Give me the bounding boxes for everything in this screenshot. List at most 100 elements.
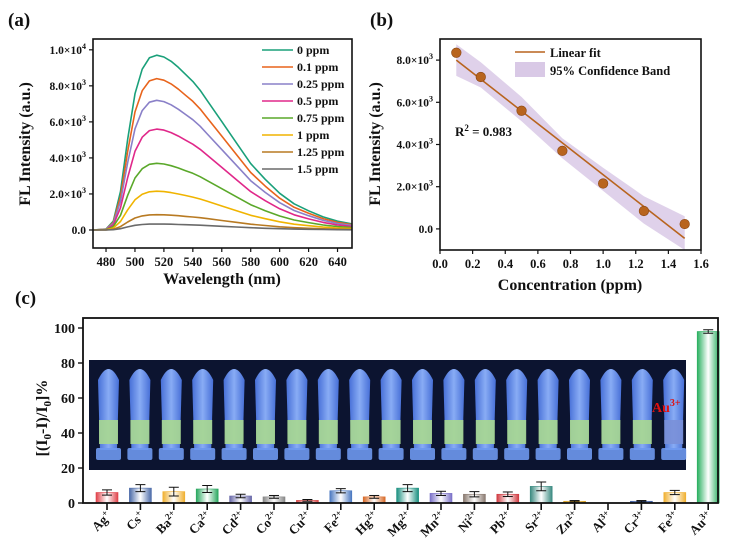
panel-c-frame [82,317,719,504]
x-tick-label-11: Ni2+ [454,508,481,535]
vial-solution [256,420,275,444]
x-tick-label: 1.4 [661,257,677,271]
panel-b-calibration-chart: 0.0 0.2 0.4 0.6 0.8 1.0 1.2 1.4 1.6 0.0 2.0×103 4.0… [367,38,709,294]
legend-label-5: 1 ppm [297,128,329,142]
x-tick-label: 1.0 [595,257,611,271]
r-squared-annotation: R2 = 0.983 [455,123,513,139]
y-tick-label: 60 [61,392,75,407]
x-tick-label-0: Ag+ [88,508,114,534]
x-tick-label: 0.8 [563,257,579,271]
panel-c-y-axis-label: [(I0-I)/I0]% [34,380,54,457]
x-tick-label-18: Au3+ [685,508,715,538]
x-tick-label: 580 [241,255,260,269]
au-caption: Au3+ [652,398,681,416]
spectrum-line-0 [92,54,353,231]
vial-photo: Au3+ [89,360,687,470]
vial-solution [664,420,684,444]
x-tick-label-6: Cu2+ [285,508,315,538]
y-tick-label: 0.0 [72,225,87,237]
vial-cap-base [535,448,561,460]
vial-cap-base [472,448,498,460]
y-tick-label: 6.0×103 [397,94,433,109]
panel-label-a: (a) [8,10,30,31]
legend-label-0: 0 ppm [297,43,329,57]
x-tick-label: 560 [212,255,231,269]
y-tick-label: 2.0×103 [397,179,433,194]
y-tick-label: 40 [61,427,75,442]
vial-solution [381,420,401,444]
vial-cap-base [598,448,624,460]
x-tick-label-13: Sr2+ [521,508,548,535]
data-point-3 [557,145,568,156]
x-tick-label: 520 [155,255,174,269]
vial-cap-base [284,448,310,460]
data-point-6 [679,218,690,230]
y-tick-label: 20 [61,462,75,477]
bar-18 [696,331,720,504]
vial-solution [632,420,652,444]
vial-cap-base [661,448,687,460]
legend-label-7: 1.5 ppm [297,162,338,176]
x-tick-label-14: Zn2+ [552,508,581,537]
x-tick-label: 1.6 [693,257,709,271]
spectrum-line-4 [92,162,353,231]
x-tick-label: 0.6 [530,257,546,271]
panel-a-frame [92,38,353,249]
x-tick-label-12: Pb2+ [486,508,515,537]
panel-label-c: (c) [15,288,36,309]
panel-a-y-axis-label: FL Intensity (a.u.) [17,82,34,206]
y-tick-label: 100 [54,322,75,337]
panel-a-x-axis-label: Wavelength (nm) [163,271,281,288]
vial-cap-base [504,448,530,460]
spectrum-line-5 [92,190,353,231]
vial-cap-base [315,448,341,460]
vial-solution [444,420,464,444]
vial-solution [413,420,432,444]
linear-fit-line [455,59,686,240]
x-tick-label-15: Al3+ [588,508,615,535]
x-tick-label: 500 [126,255,145,269]
spectrum-line-7 [93,223,353,231]
vial-solution [193,420,213,444]
vial-cap-base [253,448,278,460]
y-tick-label: 4.0×103 [50,150,86,165]
vial-cap-base [221,448,247,460]
vial-solution [318,420,338,444]
vial-solution [601,420,621,444]
vial-solution [287,420,307,444]
x-tick-label: 0.0 [432,257,448,271]
x-tick-label-2: Ba2+ [152,508,181,537]
x-tick-label-3: Ca2+ [185,508,214,537]
y-tick-label: 0 [68,497,75,512]
y-tick-label: 0.0 [419,224,434,236]
x-tick-label-1: Cs+ [122,508,147,533]
x-tick-label-10: Mn2+ [416,508,448,540]
legend-band-swatch [515,62,545,77]
vial-cap-base [96,448,121,460]
legend-fit-label: Linear fit [550,46,602,60]
vial-solution [161,420,181,444]
x-tick-label-5: Co2+ [252,508,281,537]
legend-label-4: 0.75 ppm [297,111,344,125]
y-tick-label: 80 [61,357,75,372]
panel-label-b: (b) [370,10,393,31]
x-tick-label: 0.2 [465,257,481,271]
vial-cap-base [158,448,184,460]
data-point-5 [638,205,650,217]
confidence-band [456,44,685,250]
vial-solution [130,420,150,444]
panel-c-selectivity-chart: Au3+ 0 20 40 60 80 100 Ag+ Cs+Ba2+Ca2+Cd2+Co2+C… [34,317,720,540]
x-tick-label-4: Cd2+ [218,508,248,538]
x-tick-label: 540 [183,255,202,269]
vial-cap-base [629,448,655,460]
x-tick-label-8: Hg2+ [351,508,381,538]
y-tick-label: 8.0×103 [50,78,86,93]
y-tick-label: 2.0×103 [50,186,86,201]
panel-b-legend: Linear fit 95% Confidence Band [515,46,670,78]
legend-label-3: 0.5 ppm [297,94,338,108]
vial-solution [475,420,495,444]
data-point-1 [475,71,486,83]
spectrum-line-2 [92,99,353,231]
vial-cap-base [378,448,404,460]
